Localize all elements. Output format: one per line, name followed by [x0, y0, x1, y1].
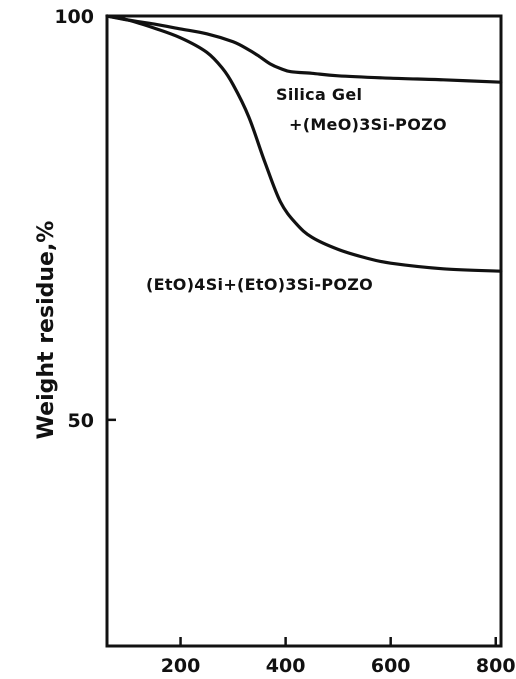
series-line-1 [105, 14, 503, 273]
annotation-silica-line-2: +(MeO)3Si-POZO [289, 115, 447, 134]
x-tick-label-200: 200 [161, 655, 201, 677]
annotation-silica-line-1: Silica Gel [276, 85, 362, 104]
x-axis: 200 400 600 800 [161, 637, 516, 677]
series-line-0 [105, 14, 503, 84]
x-tick-label-400: 400 [266, 655, 306, 677]
x-tick-label-800: 800 [476, 655, 516, 677]
y-tick-label-50: 50 [68, 410, 94, 432]
annotation-eto-line-1: (EtO)4Si+(EtO)3Si-POZO [146, 275, 373, 294]
y-axis: 100 50 [54, 6, 116, 432]
y-axis-label: Weight residue,% [34, 221, 59, 440]
y-tick-label-100: 100 [54, 6, 94, 28]
plot-series [105, 14, 503, 273]
x-tick-label-600: 600 [371, 655, 411, 677]
plot-frame [105, 14, 503, 648]
